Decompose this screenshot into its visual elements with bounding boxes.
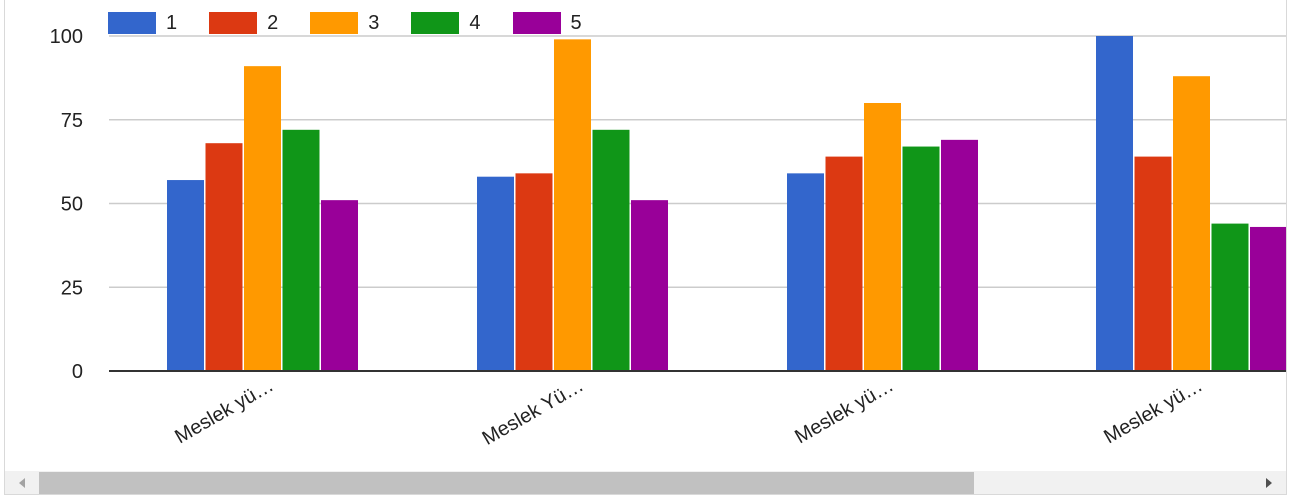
y-tick-label: 50 [61, 194, 83, 216]
bar-series-3-category-2 [554, 39, 591, 371]
bar-series-3-category-4 [1173, 76, 1210, 371]
bar-series-2-category-3 [825, 156, 863, 371]
legend-item-1: 1 [108, 12, 177, 35]
y-tick-label: 25 [61, 277, 83, 299]
x-tick-label: Meslek Yü… [479, 374, 588, 450]
bar-series-3-category-3 [864, 103, 901, 371]
y-axis-ticks: 0 25 50 75 100 [50, 26, 83, 383]
legend-swatch [411, 12, 460, 34]
scroll-thumb[interactable] [39, 472, 974, 494]
bar-series-1-category-3 [787, 173, 824, 371]
legend-swatch [512, 12, 561, 34]
bar-series-5-category-1 [321, 200, 358, 371]
y-tick-label: 75 [61, 110, 83, 132]
legend-item-4: 4 [411, 11, 481, 35]
bar-series-2-category-1 [205, 143, 243, 371]
legend-item-2: 2 [209, 12, 278, 35]
legend-item-3: 3 [310, 12, 379, 35]
bar-series-4-category-2 [592, 129, 630, 371]
y-tick-label: 0 [72, 361, 83, 383]
legend-label: 1 [166, 11, 178, 34]
bars [167, 36, 1286, 372]
y-tick-label: 100 [50, 26, 83, 48]
arrow-left-icon[interactable] [19, 478, 25, 488]
legend-label: 2 [267, 11, 279, 34]
legend-label: 4 [469, 11, 481, 34]
x-tick-label: Meslek yü… [791, 374, 897, 448]
x-tick-label: Meslek yü… [171, 374, 277, 448]
chart-frame: 0 25 50 75 100 Meslek yü… Meslek Yü… Meslek yü… [4, 0, 1287, 495]
legend-swatch [209, 12, 258, 34]
bar-series-5-category-2 [631, 200, 668, 371]
legend-label: 5 [570, 11, 582, 34]
x-axis-labels: Meslek yü… Meslek Yü… Meslek yü… Meslek yü… [171, 374, 1206, 450]
horizontal-scrollbar[interactable] [5, 471, 1286, 494]
bar-series-1-category-1 [167, 180, 204, 371]
bar-series-1-category-2 [477, 176, 514, 371]
bar-series-3-category-1 [244, 66, 281, 372]
legend-label: 3 [368, 11, 380, 34]
bar-series-4-category-1 [282, 129, 320, 371]
bar-series-5-category-3 [941, 139, 978, 371]
bar-series-1-category-4 [1096, 36, 1133, 371]
bar-series-2-category-2 [515, 173, 553, 371]
bar-series-4-category-4 [1211, 223, 1249, 371]
legend-swatch [310, 12, 359, 34]
legend: 1 2 3 4 5 [108, 9, 614, 37]
bar-series-2-category-4 [1134, 156, 1172, 371]
arrow-right-icon[interactable] [1266, 478, 1272, 488]
bar-series-5-category-4 [1250, 226, 1286, 371]
bar-series-4-category-3 [902, 146, 940, 371]
legend-item-5: 5 [512, 11, 582, 35]
legend-swatch [108, 12, 156, 34]
x-tick-label: Meslek yü… [1100, 374, 1206, 448]
